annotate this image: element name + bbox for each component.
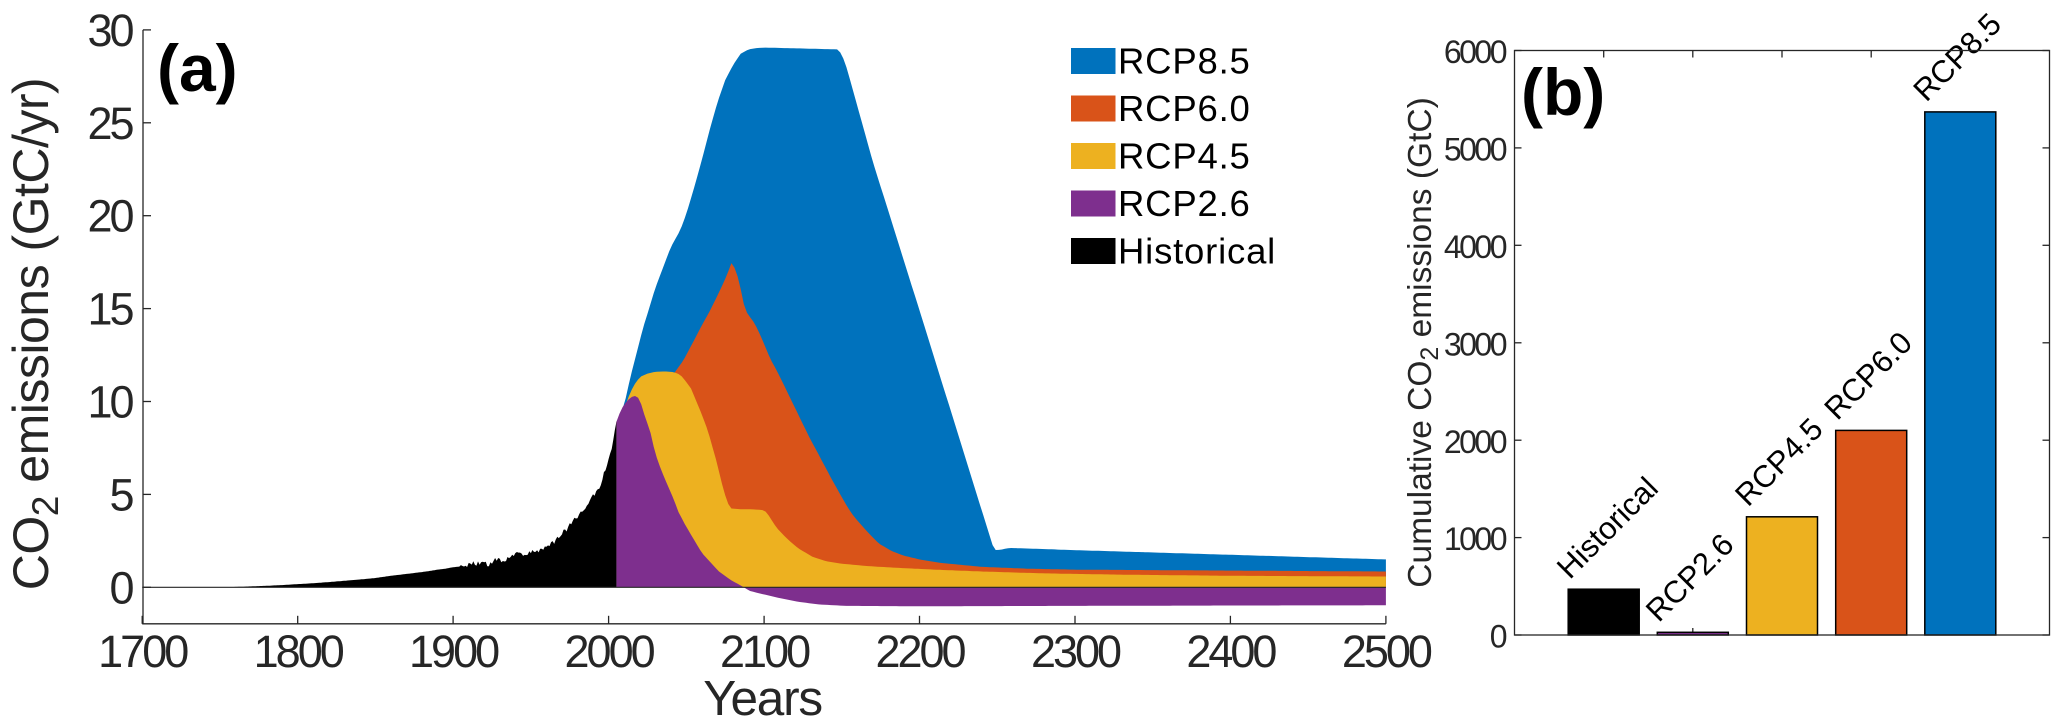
svg-text:1700: 1700 [98, 626, 188, 677]
svg-text:2500: 2500 [1342, 626, 1432, 677]
svg-text:Years: Years [703, 671, 822, 726]
svg-text:(a): (a) [157, 31, 238, 105]
svg-text:0: 0 [109, 562, 133, 613]
svg-text:2400: 2400 [1186, 626, 1276, 677]
svg-text:5000: 5000 [1444, 132, 1507, 168]
svg-text:1000: 1000 [1444, 521, 1507, 557]
svg-text:RCP4.5: RCP4.5 [1118, 136, 1251, 177]
svg-text:0: 0 [1490, 619, 1507, 655]
svg-text:1900: 1900 [409, 626, 499, 677]
svg-text:2000: 2000 [1444, 424, 1507, 460]
svg-text:2200: 2200 [875, 626, 965, 677]
svg-text:30: 30 [87, 5, 133, 56]
svg-text:RCP6.0: RCP6.0 [1118, 88, 1251, 129]
svg-text:25: 25 [87, 98, 133, 149]
svg-text:10: 10 [87, 377, 133, 428]
svg-text:Historical: Historical [1118, 231, 1276, 272]
svg-text:2100: 2100 [720, 626, 810, 677]
svg-text:4000: 4000 [1444, 229, 1507, 265]
svg-text:RCP8.5: RCP8.5 [1118, 41, 1251, 82]
svg-text:20: 20 [87, 191, 133, 242]
svg-text:Cumulative CO2 emissions (GtC): Cumulative CO2 emissions (GtC) [1402, 97, 1444, 587]
svg-text:6000: 6000 [1444, 34, 1507, 70]
svg-text:2000: 2000 [565, 626, 655, 677]
svg-text:RCP2.6: RCP2.6 [1118, 183, 1251, 224]
svg-text:(b): (b) [1521, 55, 1605, 129]
svg-text:3000: 3000 [1444, 326, 1507, 362]
svg-text:15: 15 [87, 284, 133, 335]
svg-text:1800: 1800 [254, 626, 344, 677]
svg-text:5: 5 [109, 469, 133, 520]
svg-text:2300: 2300 [1031, 626, 1121, 677]
